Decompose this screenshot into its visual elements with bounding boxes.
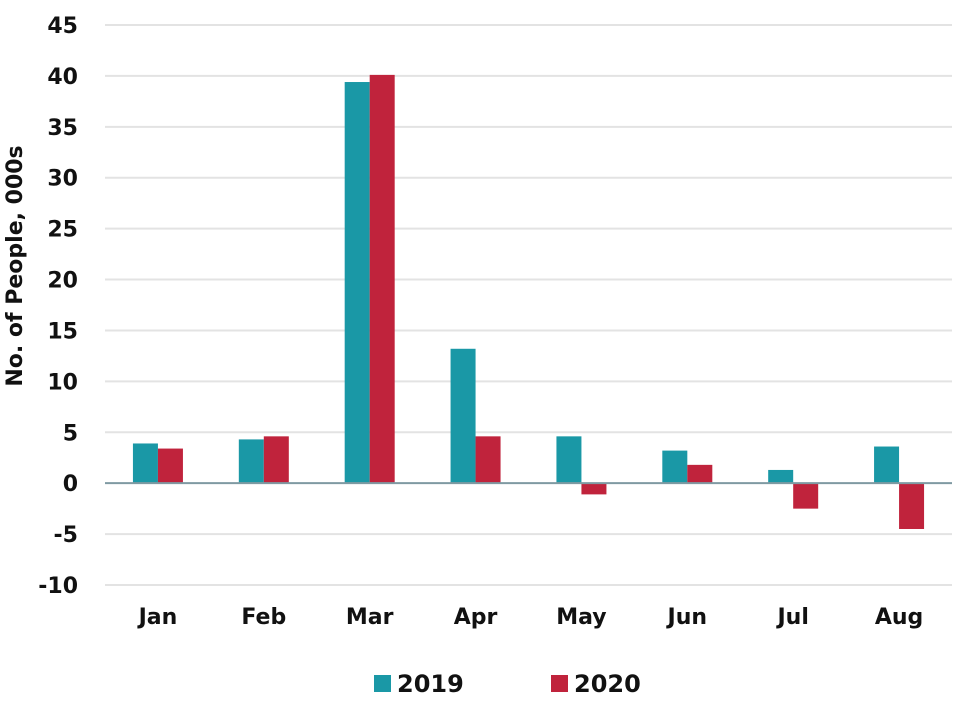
bar-2020-may — [581, 483, 607, 495]
bar-2020-feb — [263, 436, 289, 484]
y-axis-label: No. of People, 000s — [3, 145, 28, 386]
bar-2019-jun — [662, 450, 688, 484]
x-tick-label: Jun — [666, 605, 708, 630]
bar-2019-mar — [344, 82, 370, 484]
y-tick-label: -5 — [54, 523, 78, 548]
bar-2019-apr — [450, 348, 476, 484]
x-axis-ticks: Jan Feb Mar Apr May Jun Jul Aug — [137, 605, 924, 630]
bar-2020-aug — [899, 483, 925, 529]
y-tick-label: 5 — [63, 421, 78, 446]
gridlines — [105, 24, 952, 586]
legend-swatch-2020 — [551, 675, 568, 692]
x-tick-label: Feb — [241, 605, 286, 630]
x-tick-label: Jul — [775, 605, 808, 630]
x-tick-label: Apr — [454, 605, 498, 630]
x-tick-label: May — [556, 605, 606, 630]
bar-2019-may — [556, 436, 582, 484]
legend-swatch-2019 — [374, 675, 391, 692]
legend-label-2020: 2020 — [574, 670, 641, 698]
y-tick-label: -10 — [38, 574, 78, 599]
bar-2019-aug — [874, 446, 900, 484]
bar-2019-feb — [238, 439, 264, 484]
bar-2019-jul — [768, 469, 794, 484]
y-tick-label: 0 — [63, 472, 78, 497]
y-tick-label: 45 — [47, 14, 78, 39]
bar-2020-jul — [793, 483, 819, 509]
bar-2020-apr — [475, 436, 501, 484]
y-tick-label: 15 — [47, 319, 78, 344]
bars — [132, 74, 925, 529]
bar-2020-jun — [687, 464, 713, 484]
y-tick-label: 40 — [47, 65, 78, 90]
y-tick-label: 25 — [47, 218, 78, 243]
legend: 2019 2020 — [374, 670, 641, 698]
bar-2019-jan — [132, 443, 158, 484]
x-tick-label: Aug — [875, 605, 923, 630]
bar-2020-mar — [369, 74, 395, 484]
y-tick-label: 30 — [47, 167, 78, 192]
bar-2020-jan — [157, 448, 183, 484]
y-tick-label: 35 — [47, 116, 78, 141]
y-axis-ticks: -10 -5 0 5 10 15 20 25 30 35 40 45 — [38, 14, 78, 599]
x-tick-label: Jan — [137, 605, 178, 630]
legend-label-2019: 2019 — [397, 670, 464, 698]
x-tick-label: Mar — [346, 605, 394, 630]
y-tick-label: 20 — [47, 269, 78, 294]
y-tick-label: 10 — [47, 370, 78, 395]
